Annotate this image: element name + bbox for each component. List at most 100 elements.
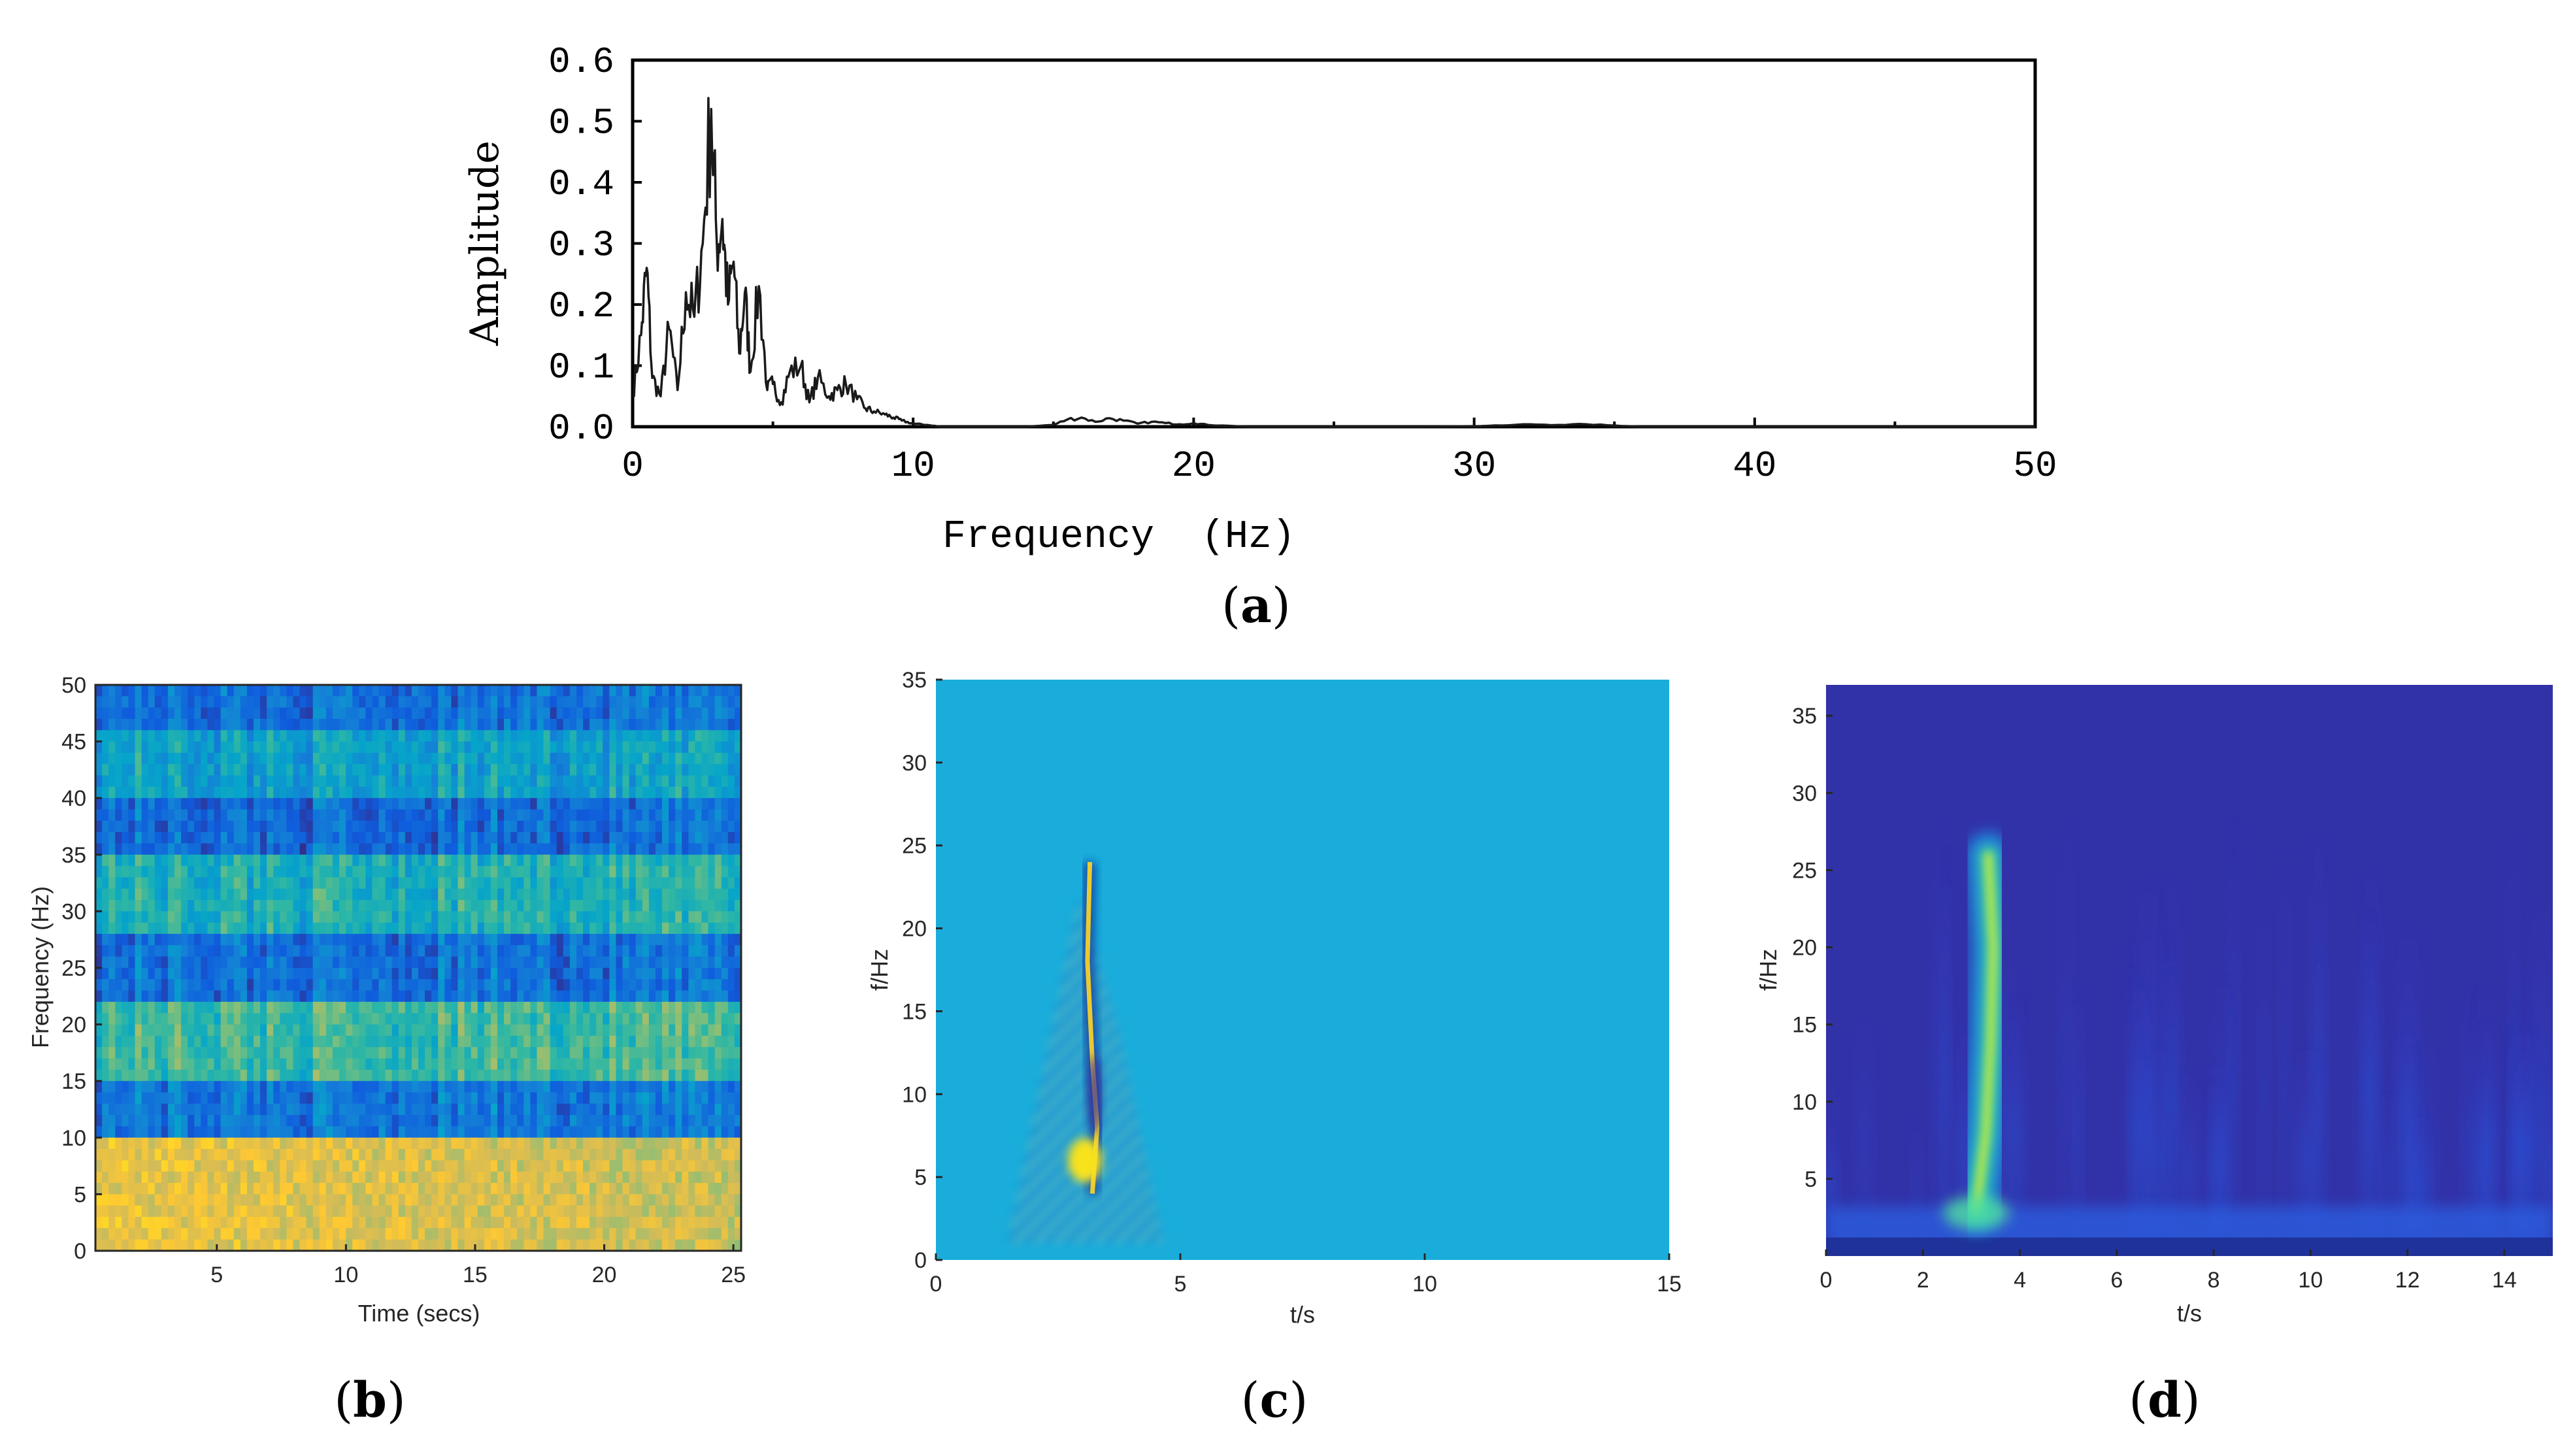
panel-b-heatmap-cell [201, 1126, 208, 1138]
panel-b-heatmap-cell [682, 1149, 689, 1161]
panel-b-heatmap-cell [148, 718, 156, 731]
panel-b-heatmap-cell [727, 911, 735, 923]
panel-b-heatmap-cell [359, 1137, 366, 1150]
panel-b-heatmap-cell [405, 1137, 412, 1150]
panel-b-heatmap-cell [227, 809, 235, 821]
panel-b-heatmap-cell [682, 764, 689, 776]
panel-b-heatmap-cell [550, 752, 557, 765]
panel-b-heatmap-cell [603, 1149, 610, 1161]
panel-b-heatmap-cell [669, 707, 676, 720]
panel-b-heatmap-cell [148, 798, 156, 810]
panel-b-heatmap-cell [95, 730, 103, 742]
panel-b-heatmap-cell [188, 832, 195, 844]
panel-b-heatmap-cell [214, 764, 222, 776]
panel-b-heatmap-cell [411, 1205, 419, 1217]
panel-b-heatmap-cell [346, 820, 353, 833]
panel-b-heatmap-cell [425, 1013, 432, 1025]
panel-b-heatmap-cell [102, 900, 109, 912]
panel-b-heatmap-cell [398, 945, 406, 957]
panel-b-heatmap-cell [227, 1171, 235, 1183]
panel-b-heatmap-cell [471, 1217, 478, 1229]
panel-b-heatmap-cell [240, 786, 248, 799]
panel-b-heatmap-cell [391, 786, 399, 799]
panel-b-heatmap-cell [708, 1092, 716, 1104]
panel-b-heatmap-cell [734, 968, 741, 980]
panel-b-heatmap-cell [530, 900, 538, 912]
panel-b-heatmap-cell [273, 798, 280, 810]
panel-b-heatmap-cell [523, 911, 531, 923]
panel-b-heatmap-cell [727, 1239, 735, 1251]
panel-b-heatmap-cell [550, 1013, 557, 1025]
panel-b-heatmap-cell [253, 956, 261, 968]
panel-b-heatmap-cell [537, 911, 544, 923]
panel-b-heatmap-cell [207, 707, 215, 720]
panel-b-heatmap-cell [523, 707, 531, 720]
panel-b-heatmap-cell [550, 820, 557, 833]
panel-b-heatmap-cell [312, 718, 320, 731]
panel-b-heatmap-cell [504, 832, 511, 844]
panel-b-heatmap-cell [233, 866, 241, 878]
panel-b-heatmap-cell [609, 1081, 617, 1093]
panel-b-heatmap-cell [477, 945, 485, 957]
panel-b-heatmap-cell [708, 1001, 716, 1014]
panel-b-heatmap-cell [365, 956, 373, 968]
panel-b-heatmap-cell [365, 1081, 373, 1093]
panel-b-heatmap-cell [405, 1126, 412, 1138]
panel-b-heatmap-cell [286, 809, 294, 821]
panel-b-heatmap-cell [425, 707, 432, 720]
panel-b-heatmap-cell [425, 764, 432, 776]
panel-b-heatmap-cell [590, 1205, 597, 1217]
panel-b-heatmap-cell [655, 1013, 663, 1025]
panel-b-heatmap-cell [576, 990, 584, 1002]
panel-b-heatmap-cell [102, 1160, 109, 1172]
panel-b-heatmap-cell [444, 888, 452, 901]
panel-b-heatmap-cell [622, 1171, 630, 1183]
panel-b-heatmap-cell [398, 1160, 406, 1172]
panel-b-heatmap-cell [227, 1103, 235, 1116]
panel-b-heatmap-cell [227, 888, 235, 901]
panel-b-heatmap-cell [497, 820, 505, 833]
panel-b-heatmap-cell [253, 1149, 261, 1161]
panel-b-heatmap-cell [563, 1205, 571, 1217]
panel-b-heatmap-cell [418, 945, 425, 957]
panel-b-heatmap-cell [207, 1047, 215, 1059]
panel-b-heatmap-cell [596, 979, 603, 991]
panel-b-heatmap-cell [727, 707, 735, 720]
panel-b-heatmap-cell [312, 1171, 320, 1183]
panel-b-heatmap-cell [714, 1137, 722, 1150]
panel-b-heatmap-cell [391, 798, 399, 810]
panel-b-heatmap-cell [267, 1092, 274, 1104]
panel-b-heatmap-cell [227, 922, 235, 935]
panel-b-heatmap-cell [444, 741, 452, 753]
panel-b-heatmap-cell [556, 786, 564, 799]
panel-b-heatmap-cell [128, 809, 136, 821]
panel-b-heatmap-cell [543, 900, 551, 912]
panel-b-heatmap-cell [635, 809, 643, 821]
panel-b-heatmap-cell [325, 707, 333, 720]
panel-b-heatmap-cell [207, 786, 215, 799]
panel-b-heatmap-cell [352, 1092, 359, 1104]
panel-b-heatmap-cell [609, 1092, 617, 1104]
panel-b-heatmap-cell [695, 832, 703, 844]
panel-b-heatmap-cell [154, 1047, 162, 1059]
panel-b-heatmap-cell [148, 685, 156, 697]
panel-b-heatmap-cell [497, 877, 505, 889]
panel-b-heatmap-cell [332, 911, 340, 923]
panel-b-heatmap-cell [128, 979, 136, 991]
panel-b-heatmap-cell [181, 775, 188, 787]
panel-b-heatmap-cell [161, 832, 169, 844]
panel-b-heatmap-cell [444, 979, 452, 991]
panel-b-heatmap-cell [451, 1035, 459, 1048]
panel-b-heatmap-cell [227, 1160, 235, 1172]
panel-b-heatmap-cell [167, 752, 175, 765]
panel-b-heatmap-cell [523, 1171, 531, 1183]
panel-b-heatmap-cell [161, 1239, 169, 1251]
panel-b-heatmap-cell [154, 1058, 162, 1070]
panel-b-heatmap-cell [583, 1171, 590, 1183]
panel-b-heatmap-cell [596, 1092, 603, 1104]
panel-b-heatmap-cell [267, 1035, 274, 1048]
panel-b-heatmap-cell [385, 730, 393, 742]
panel-b-heatmap-cell [721, 922, 729, 935]
panel-b-heatmap-cell [352, 1103, 359, 1116]
panel-b-heatmap-cell [438, 900, 445, 912]
